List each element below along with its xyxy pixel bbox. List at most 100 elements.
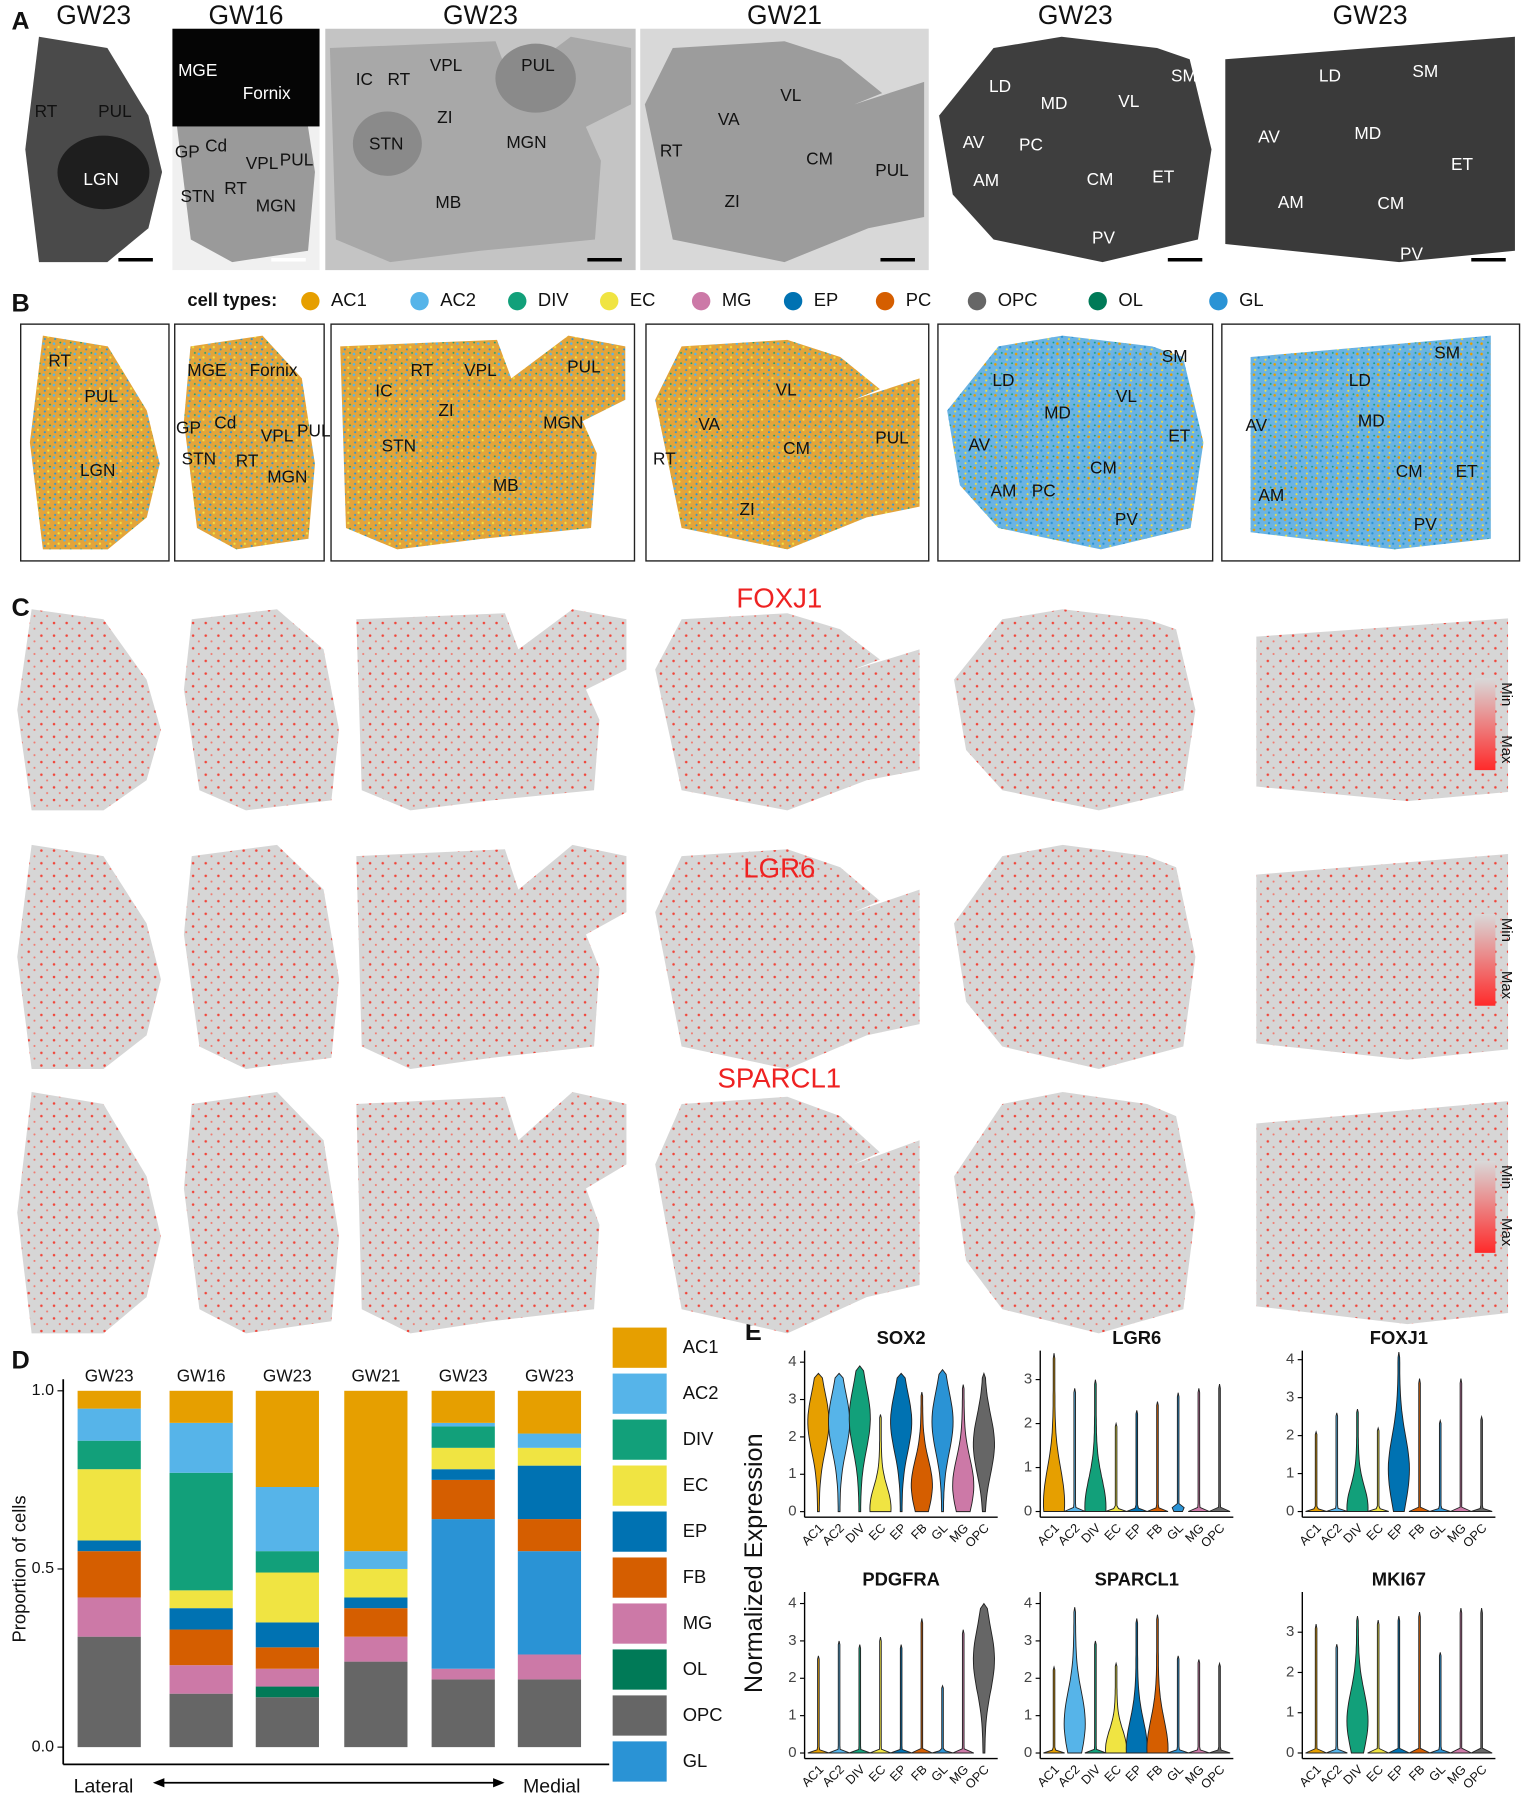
- bar-segment: [255, 1551, 319, 1573]
- region-label: VA: [698, 414, 720, 434]
- y-tick-label: 2: [788, 1669, 796, 1686]
- region-label: ET: [1168, 425, 1190, 445]
- cell-map: [947, 335, 1204, 550]
- y-tick-label: 4: [788, 1353, 796, 1370]
- region-label: Cd: [205, 136, 227, 156]
- x-annotation: Medial: [523, 1776, 581, 1798]
- expression-map: [17, 844, 161, 1069]
- x-tick-label: EP: [1123, 1762, 1145, 1784]
- x-annotation: Lateral: [74, 1776, 134, 1798]
- expression-map: [183, 609, 340, 811]
- panel-label: C: [12, 594, 30, 622]
- tissue: [644, 41, 925, 263]
- x-tick-label: EP: [1123, 1521, 1145, 1543]
- legend-swatch: [301, 291, 320, 311]
- y-tick-label: 2: [1286, 1427, 1294, 1444]
- bar-segment: [255, 1686, 319, 1698]
- region-label: SM: [1162, 346, 1188, 366]
- region-label: CM: [783, 438, 810, 458]
- x-tick-label: GL: [1426, 1521, 1448, 1543]
- legend-swatch: [612, 1649, 667, 1690]
- region-label: PUL: [297, 421, 331, 441]
- y-tick-label: 1: [788, 1707, 796, 1724]
- arrow-head: [152, 1778, 165, 1788]
- region-label: Fornix: [250, 360, 298, 380]
- scale-min: Min: [1498, 682, 1515, 706]
- expression-map: [1256, 618, 1509, 802]
- violin: [1146, 1401, 1169, 1512]
- legend-swatch: [612, 1419, 667, 1460]
- violin: [1408, 1378, 1431, 1512]
- legend-label: DIV: [538, 289, 569, 310]
- region-label: MGN: [506, 132, 546, 152]
- section-title: GW21: [747, 0, 822, 30]
- legend-swatch: [1088, 291, 1107, 311]
- x-tick-label: DIV: [1341, 1762, 1366, 1787]
- violin: [911, 1618, 933, 1754]
- x-tick-label: FB: [1144, 1521, 1165, 1542]
- region-label: MGE: [187, 360, 226, 380]
- x-tick-label: EC: [1364, 1521, 1386, 1543]
- panel-label: D: [12, 1347, 30, 1375]
- region-label: PV: [1092, 228, 1115, 248]
- legend-label: DIV: [683, 1428, 714, 1449]
- x-tick-label: EC: [866, 1521, 888, 1543]
- violin: [1042, 1353, 1066, 1512]
- x-tick-label: OPC: [1460, 1762, 1489, 1791]
- bar-segment: [344, 1551, 408, 1569]
- legend-label: FB: [683, 1566, 706, 1587]
- bar-segment: [77, 1390, 141, 1409]
- region-label: CM: [806, 148, 833, 168]
- violin: [972, 1602, 995, 1754]
- y-tick-label: 2: [1024, 1415, 1032, 1432]
- panel-label: B: [12, 289, 30, 317]
- legend-swatch: [612, 1373, 667, 1414]
- region-label: LGN: [80, 460, 115, 480]
- region-label: ET: [1451, 154, 1473, 174]
- bar-segment: [255, 1668, 319, 1687]
- legend-label: MG: [683, 1612, 713, 1633]
- violin: [931, 1684, 954, 1754]
- x-tick-label: OPC: [963, 1521, 992, 1550]
- scale-min: Min: [1498, 918, 1515, 942]
- y-tick-label: 0.5: [32, 1559, 54, 1577]
- x-tick-label: DIV: [1341, 1521, 1366, 1546]
- region-label: AM: [991, 481, 1017, 501]
- violin: [952, 1384, 975, 1513]
- legend-label: MG: [722, 289, 752, 310]
- region-label: RT: [224, 178, 247, 198]
- region-label: IC: [375, 381, 392, 401]
- region-label: PV: [1414, 514, 1437, 534]
- legend-swatch: [1209, 291, 1228, 311]
- violin: [1367, 1426, 1389, 1512]
- panel-label: A: [12, 8, 30, 36]
- legend-label: EP: [683, 1520, 708, 1541]
- expression-map: [1256, 1101, 1509, 1325]
- legend-label: OPC: [683, 1704, 723, 1725]
- x-tick-label: FB: [1406, 1521, 1427, 1542]
- violin: [1326, 1412, 1348, 1512]
- legend-swatch: [612, 1603, 667, 1644]
- section-title: GW23: [443, 0, 518, 30]
- bar-segment: [431, 1426, 495, 1448]
- legend-label: EP: [814, 289, 839, 310]
- tissue: [1225, 36, 1515, 263]
- region-label: STN: [182, 448, 216, 468]
- region-label: SM: [1412, 61, 1438, 81]
- region-label: RT: [388, 69, 411, 89]
- x-tick-label: EP: [887, 1521, 909, 1543]
- expression-map: [655, 1096, 920, 1334]
- legend-swatch: [612, 1327, 667, 1368]
- violin: [1125, 1618, 1148, 1754]
- bar-segment: [169, 1665, 233, 1694]
- region-label: RT: [236, 451, 259, 471]
- gene-title: SPARCL1: [717, 1063, 841, 1094]
- y-tick-label: 0: [788, 1503, 796, 1520]
- violin: [807, 1372, 830, 1513]
- y-tick-label: 1: [1024, 1707, 1032, 1724]
- x-tick-label: EC: [1364, 1762, 1386, 1784]
- bar-title: GW23: [263, 1366, 312, 1386]
- bar-segment: [517, 1465, 582, 1520]
- region-label: ZI: [725, 191, 740, 211]
- x-tick-label: DIV: [843, 1521, 868, 1546]
